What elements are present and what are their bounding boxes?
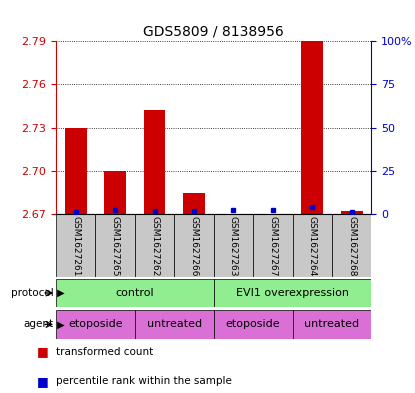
Text: agent: agent [24,320,54,329]
Text: ■: ■ [37,345,49,358]
Bar [135,214,174,277]
Bar [65,128,87,214]
Bar [253,214,293,277]
Text: GSM1627262: GSM1627262 [150,216,159,276]
Bar [174,214,214,277]
Text: untreated: untreated [147,320,202,329]
Bar [293,310,371,339]
Bar [56,279,214,307]
Text: ▶: ▶ [54,320,65,329]
Text: GSM1627263: GSM1627263 [229,216,238,277]
Text: GSM1627267: GSM1627267 [269,216,277,277]
Text: percentile rank within the sample: percentile rank within the sample [56,376,232,386]
Text: ▶: ▶ [54,288,65,298]
Text: protocol: protocol [11,288,54,298]
Bar [95,214,135,277]
Bar [104,171,126,214]
Text: EVI1 overexpression: EVI1 overexpression [236,288,349,298]
Bar [214,214,253,277]
Text: untreated: untreated [305,320,359,329]
Text: GSM1627266: GSM1627266 [190,216,198,277]
Bar [144,110,166,214]
Bar [214,310,293,339]
Bar [332,214,371,277]
Bar [341,211,363,214]
Bar [293,214,332,277]
Text: transformed count: transformed count [56,347,153,357]
Text: GSM1627264: GSM1627264 [308,216,317,276]
Bar [56,310,135,339]
Text: GSM1627261: GSM1627261 [71,216,80,277]
Text: GSM1627265: GSM1627265 [111,216,120,277]
Bar [56,214,95,277]
Bar [135,310,214,339]
Text: GSM1627268: GSM1627268 [347,216,356,277]
Text: ■: ■ [37,375,49,388]
Bar [183,193,205,214]
Text: etoposide: etoposide [226,320,281,329]
Title: GDS5809 / 8138956: GDS5809 / 8138956 [143,25,284,39]
Bar [301,41,323,214]
Text: control: control [115,288,154,298]
Text: etoposide: etoposide [68,320,123,329]
Bar [214,279,371,307]
